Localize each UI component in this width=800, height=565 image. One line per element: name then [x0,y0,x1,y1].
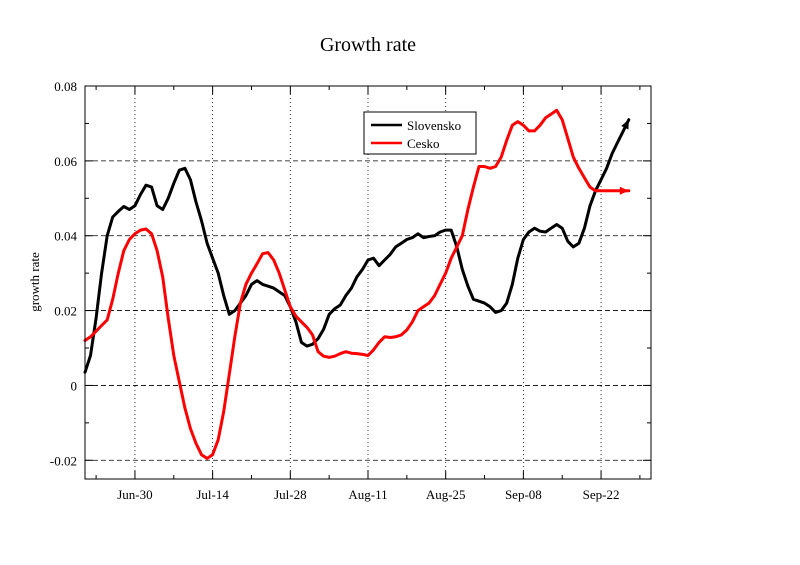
x-tick-label: Sep-08 [505,487,542,502]
y-tick-label: 0.02 [54,304,77,319]
legend-label-slovensko: Slovensko [407,118,461,133]
x-tick-label: Aug-25 [426,487,466,502]
legend-box [363,111,477,155]
y-tick-label: 0.04 [54,229,77,244]
x-tick-label: Jun-30 [117,487,152,502]
y-tick-label: 0.08 [54,79,77,94]
y-tick-label: 0 [71,378,78,393]
axis-ticks: -0.02 0 0.02 0.04 0.06 0.08 Jun-30 Jul-14 Jul-28… [50,79,651,502]
x-tick-label: Jul-14 [196,487,229,502]
series-line-slovensko [83,118,631,374]
series-arrow-cesko [619,186,629,195]
y-axis-label: growth rate [27,252,42,312]
x-tick-label: Sep-22 [583,487,620,502]
series-layer [83,108,631,460]
x-tick-label: Aug-11 [348,487,387,502]
x-tick-label: Jul-28 [274,487,307,502]
series-line-cesko [83,108,631,460]
y-tick-label: 0.06 [54,154,77,169]
y-tick-label: -0.02 [50,453,77,468]
series-arrow-slovensko [621,119,629,130]
grid-lines [85,86,651,479]
legend-label-cesko: Cesko [407,136,440,151]
legend: Slovensko Cesko [363,111,477,155]
chart-title: Growth rate [320,34,416,56]
